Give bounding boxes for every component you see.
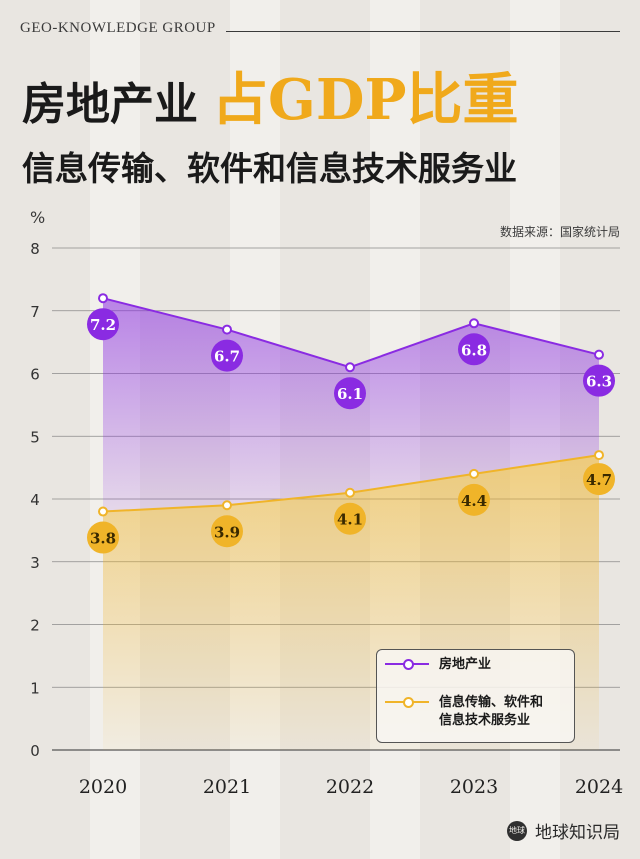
data-label-it-services: 4.1	[337, 511, 363, 529]
badge-it-services	[211, 515, 243, 548]
brand-header: GEO-KNOWLEDGE GROUP	[20, 20, 216, 36]
data-point-real-estate	[345, 362, 355, 373]
badge-real-estate	[583, 364, 615, 397]
header-rule	[226, 31, 620, 32]
data-point-real-estate	[594, 349, 604, 360]
y-tick-label: 5	[30, 428, 40, 446]
data-point-it-services	[594, 450, 604, 461]
legend-item-real-estate: 房地产业	[385, 656, 491, 674]
data-source: 数据来源：国家统计局	[499, 225, 620, 239]
chart-subtitle: 信息传输、软件和信息技术服务业	[22, 149, 517, 188]
badge-it-services	[87, 521, 119, 554]
badge-it-services	[334, 502, 366, 535]
data-point-real-estate	[469, 318, 479, 329]
x-tick-label: 2022	[326, 776, 374, 798]
y-tick-label: 8	[30, 240, 40, 258]
data-label-real-estate: 6.1	[337, 385, 363, 403]
data-point-it-services	[345, 487, 355, 498]
footer-logo: 地球 地球知识局	[507, 818, 620, 843]
legend-label-it-services: 信息传输、软件和 信息技术服务业	[439, 695, 544, 728]
data-label-real-estate: 6.7	[214, 348, 240, 366]
title-main: 房地产业	[22, 79, 198, 130]
x-tick-label: 2020	[79, 776, 127, 798]
data-point-it-services	[98, 506, 108, 517]
legend-swatch-real-estate	[385, 656, 429, 672]
data-label-it-services: 4.4	[461, 492, 487, 510]
data-point-it-services	[222, 500, 232, 511]
data-label-it-services: 3.8	[90, 530, 116, 548]
x-tick-label: 2021	[203, 776, 251, 798]
legend-label-real-estate: 房地产业	[439, 657, 492, 672]
data-point-real-estate	[222, 324, 232, 335]
y-tick-label: 7	[30, 303, 40, 321]
data-label-it-services: 3.9	[214, 523, 240, 541]
y-tick-label: 1	[30, 679, 40, 697]
footer-logo-text: 地球知识局	[535, 823, 620, 843]
legend-item-it-services: 信息传输、软件和 信息技术服务业	[385, 694, 543, 730]
x-tick-label: 2024	[575, 776, 623, 798]
chart-title: 房地产业 占GDP比重	[22, 64, 519, 141]
legend-swatch-it-services	[385, 694, 429, 710]
badge-real-estate	[211, 339, 243, 372]
y-tick-label: 2	[30, 617, 40, 635]
y-tick-label: 6	[30, 366, 40, 384]
legend: 房地产业 信息传输、软件和 信息技术服务业	[376, 649, 575, 743]
y-tick-label: 4	[30, 491, 40, 509]
data-label-real-estate: 6.8	[461, 341, 487, 359]
badge-it-services	[458, 483, 490, 516]
y-axis-unit: %	[30, 208, 46, 227]
badge-it-services	[583, 463, 615, 496]
y-tick-label: 3	[30, 554, 40, 572]
globe-logo-icon: 地球	[507, 820, 527, 841]
badge-real-estate	[458, 333, 490, 366]
data-point-real-estate	[98, 293, 108, 304]
data-label-real-estate: 6.3	[586, 373, 612, 391]
data-label-real-estate: 7.2	[90, 316, 116, 334]
y-tick-label: 0	[30, 742, 40, 760]
data-point-it-services	[469, 468, 479, 479]
data-label-it-services: 4.7	[586, 471, 612, 489]
badge-real-estate	[87, 308, 119, 341]
badge-real-estate	[334, 377, 366, 410]
x-tick-label: 2023	[450, 776, 498, 798]
title-highlight: 占GDP比重	[212, 67, 519, 133]
